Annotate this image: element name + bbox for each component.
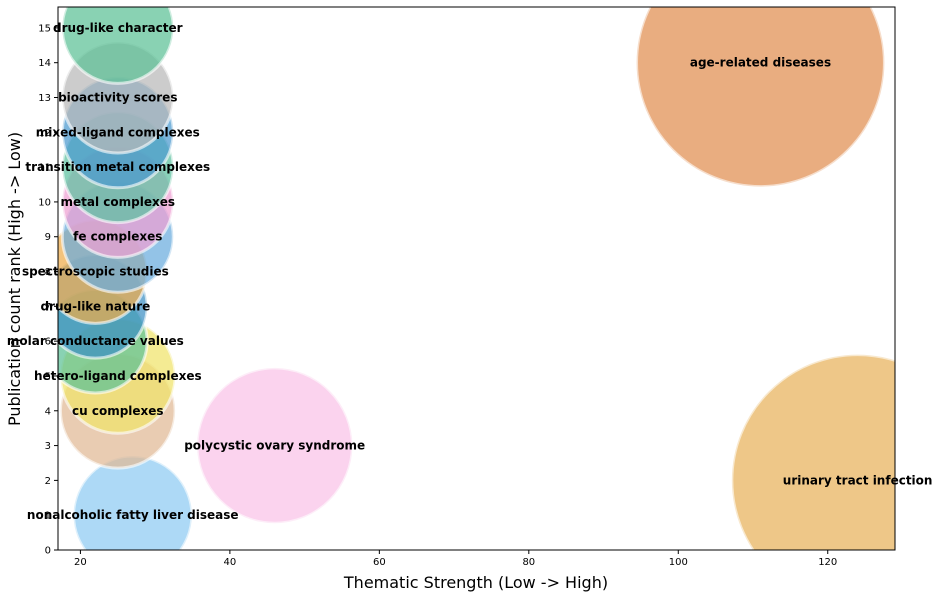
bubble-label: hetero-ligand complexes — [34, 369, 202, 383]
x-tick-label: 60 — [373, 557, 386, 568]
bubble-point — [60, 7, 175, 85]
y-tick-label: 3 — [45, 441, 51, 452]
y-tick-label: 10 — [38, 197, 51, 208]
bubble-label: cu complexes — [72, 404, 164, 418]
y-tick-label: 0 — [45, 546, 51, 557]
bubble-label: urinary tract infection — [783, 473, 933, 487]
x-axis-title: Thematic Strength (Low -> High) — [343, 573, 608, 592]
bubble-point — [730, 353, 895, 550]
x-tick-label: 20 — [74, 557, 87, 568]
bubble-label: polycystic ovary syndrome — [184, 439, 365, 453]
x-tick-label: 100 — [669, 557, 688, 568]
bubble-label: fe complexes — [73, 230, 162, 244]
bubble-point — [195, 366, 354, 525]
bubble-label: age-related diseases — [690, 56, 831, 70]
bubble-label: nonalcoholic fatty liver disease — [27, 508, 239, 522]
x-tick-label: 80 — [522, 557, 535, 568]
bubble-label: molar conductance values — [7, 334, 184, 348]
y-tick-label: 1 — [45, 511, 51, 522]
y-tick-label: 7 — [45, 302, 51, 313]
x-tick-label: 40 — [224, 557, 237, 568]
x-tick-label: 120 — [818, 557, 837, 568]
bubble-label: bioactivity scores — [58, 91, 177, 105]
y-tick-label: 15 — [38, 23, 51, 34]
bubble-label: transition metal complexes — [25, 160, 210, 174]
y-tick-label: 2 — [45, 476, 51, 487]
bubbles-layer — [58, 7, 895, 550]
bubble-point — [635, 7, 886, 189]
bubble-label: metal complexes — [61, 195, 176, 209]
y-tick-label: 6 — [45, 337, 51, 348]
x-axis-ticks: 20 40 60 80 100 120 — [74, 550, 837, 568]
bubble-label: drug-like nature — [40, 299, 150, 313]
y-tick-label: 14 — [38, 58, 51, 69]
y-tick-label: 11 — [38, 163, 51, 174]
y-tick-label: 13 — [38, 93, 51, 104]
y-tick-label: 12 — [38, 128, 51, 139]
y-tick-label: 5 — [45, 371, 51, 382]
bubble-label: drug-like character — [53, 21, 183, 35]
bubble-labels-layer: urinary tract infection age-related disea… — [7, 21, 933, 522]
y-axis-title: Publication count rank (High -> Low) — [5, 132, 24, 426]
y-tick-label: 9 — [45, 232, 51, 243]
plot-frame — [57, 6, 896, 551]
y-tick-label: 4 — [45, 406, 51, 417]
bubble-label: spectroscopic studies — [22, 265, 169, 279]
y-tick-label: 8 — [45, 267, 51, 278]
bubble-label: mixed-ligand complexes — [36, 125, 200, 139]
